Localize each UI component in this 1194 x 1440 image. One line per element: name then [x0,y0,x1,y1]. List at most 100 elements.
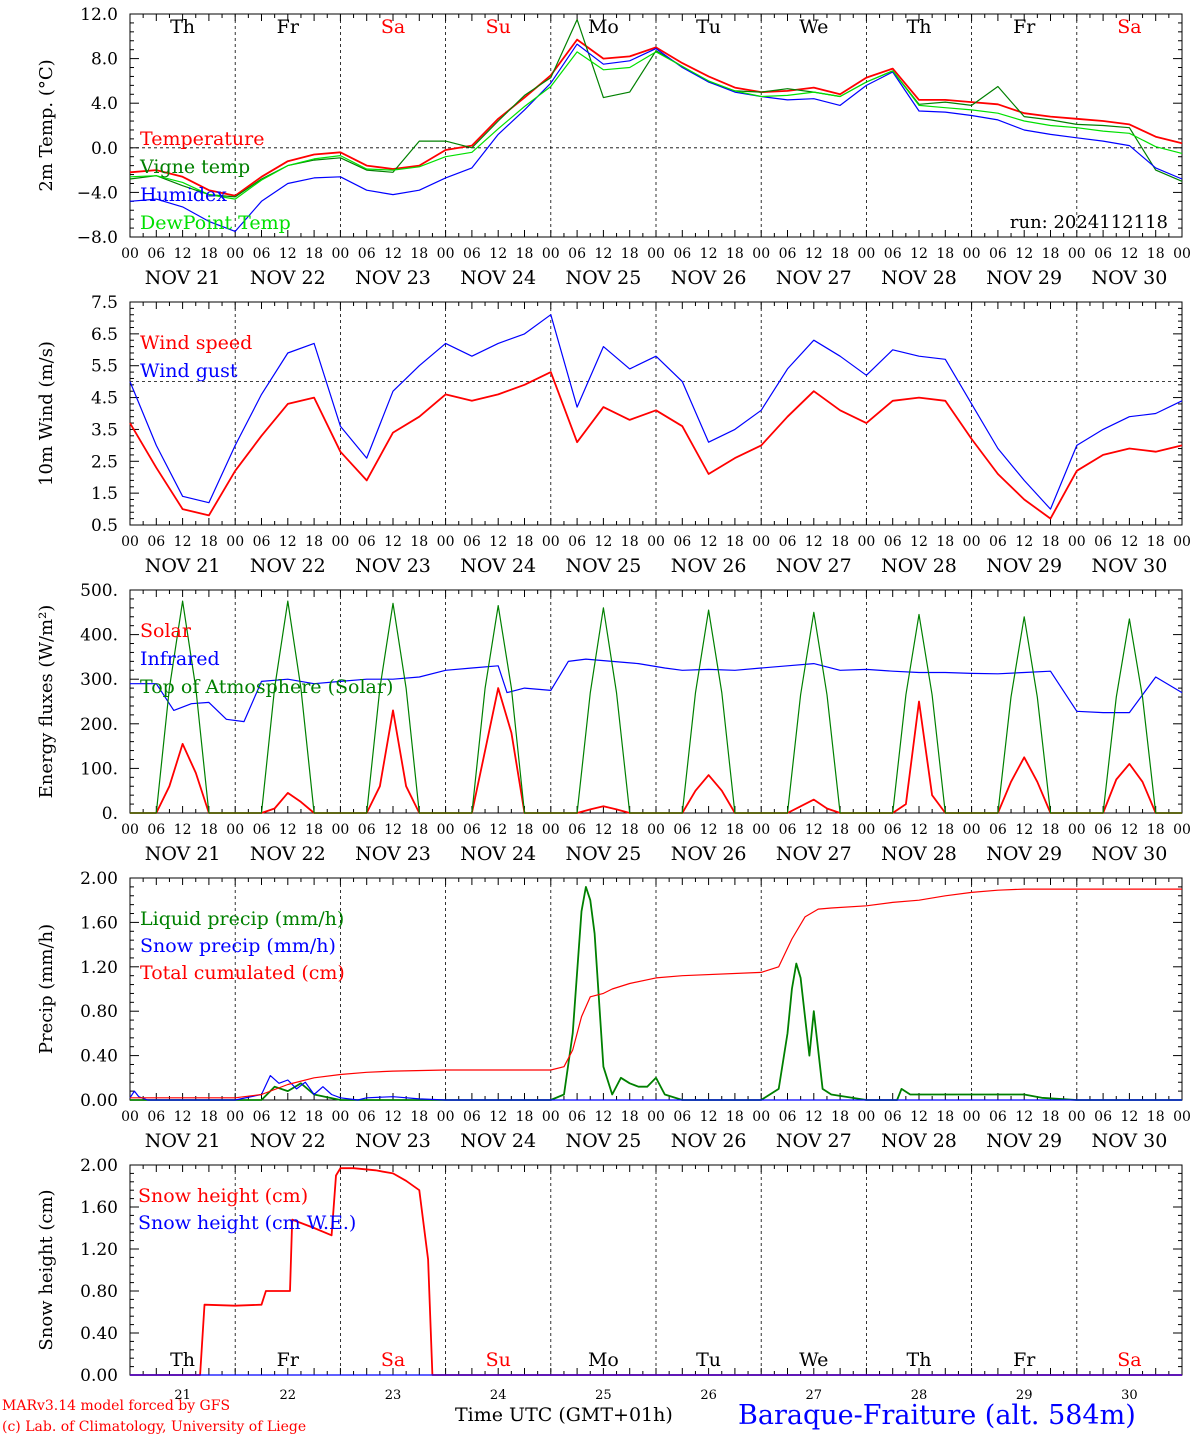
hour-tick-label: 00 [121,1109,139,1125]
y-tick-label: 2.00 [80,1156,118,1176]
date-label: NOV 24 [460,1130,536,1152]
legend-entry: Liquid precip (mm/h) [140,908,344,930]
y-tick-label: 1.60 [80,1198,118,1218]
hour-tick-label: 00 [857,534,875,550]
hour-tick-label: 18 [410,822,428,838]
hour-tick-label: 00 [1068,534,1086,550]
y-tick-label: 4.5 [91,389,118,409]
y-tick-label: 0. [102,804,118,824]
hour-tick-label: 18 [621,246,639,262]
date-label: NOV 28 [881,1130,957,1152]
hour-tick-label: 18 [516,822,534,838]
hour-tick-label: 18 [200,822,218,838]
day-name: Su [486,1349,511,1371]
hour-tick-label: 18 [726,534,744,550]
day-name: Mo [588,16,619,38]
y-tick-label: 1.20 [80,958,118,978]
hour-tick-label: 18 [200,1109,218,1125]
y-tick-label: 0.80 [80,1282,118,1302]
series-line-1 [129,38,1183,197]
y-tick-label: 300. [80,670,118,690]
hour-tick-label: 12 [594,822,612,838]
hour-tick-label: 12 [174,822,192,838]
day-name: Fr [277,1349,300,1371]
date-label: NOV 29 [986,1130,1062,1152]
hour-tick-label: 12 [489,246,507,262]
series-line-4 [129,51,1183,200]
hour-tick-label: 00 [963,1109,981,1125]
legend-entry: Solar [140,620,192,642]
hour-tick-label: 18 [831,534,849,550]
hour-tick-label: 18 [516,1109,534,1125]
hour-tick-label: 06 [463,246,481,262]
hour-tick-label: 06 [358,822,376,838]
date-label: NOV 23 [355,267,431,289]
day-number: 28 [911,1388,928,1403]
date-label: NOV 24 [460,555,536,577]
date-label: NOV 29 [986,267,1062,289]
hour-tick-label: 00 [857,1109,875,1125]
hour-tick-label: 06 [884,246,902,262]
hour-tick-label: 06 [1094,1109,1112,1125]
day-number: 24 [490,1388,507,1403]
y-tick-label: 6.5 [91,325,118,345]
hour-tick-label: 12 [174,534,192,550]
hour-tick-label: 06 [568,822,586,838]
hour-tick-label: 06 [989,246,1007,262]
hour-tick-label: 18 [936,246,954,262]
hour-tick-label: 12 [594,534,612,550]
day-number: 27 [806,1388,823,1403]
y-tick-label: 0.80 [80,1002,118,1022]
y-tick-label: 500. [80,581,118,601]
hour-tick-label: 12 [1120,534,1138,550]
hour-tick-label: 12 [489,822,507,838]
hour-tick-label: 06 [147,822,165,838]
hour-tick-label: 12 [1120,246,1138,262]
hour-tick-label: 18 [305,1109,323,1125]
date-label: NOV 28 [881,843,957,865]
hour-tick-label: 00 [963,246,981,262]
day-number: 21 [174,1388,191,1403]
hour-tick-label: 00 [331,822,349,838]
y-axis-title: 10m Wind (m/s) [36,341,57,486]
hour-tick-label: 00 [1068,246,1086,262]
hour-tick-label: 18 [1147,534,1165,550]
hour-tick-label: 12 [594,246,612,262]
y-tick-label: 1.60 [80,913,118,933]
date-label: NOV 22 [250,843,326,865]
hour-tick-label: 18 [410,246,428,262]
date-label: NOV 30 [1091,555,1167,577]
date-label: NOV 24 [460,843,536,865]
hour-tick-label: 18 [621,1109,639,1125]
hour-tick-label: 12 [700,246,718,262]
hour-tick-label: 06 [147,1109,165,1125]
hour-tick-label: 00 [857,246,875,262]
hour-tick-label: 00 [1068,822,1086,838]
day-name: Mo [588,1349,619,1371]
hour-tick-label: 00 [331,534,349,550]
hour-tick-label: 18 [1147,246,1165,262]
series-line-1 [129,371,1183,520]
hour-tick-label: 12 [279,246,297,262]
hour-tick-label: 00 [752,1109,770,1125]
hour-tick-label: 06 [884,822,902,838]
station-title: Baraque-Fraiture (alt. 584m) [738,1400,1136,1431]
day-number: 26 [700,1388,717,1403]
hour-tick-label: 06 [147,246,165,262]
hour-tick-label: 06 [253,822,271,838]
hour-tick-label: 06 [568,1109,586,1125]
hour-tick-label: 18 [1042,1109,1060,1125]
hour-tick-label: 12 [594,1109,612,1125]
hour-tick-label: 12 [1015,1109,1033,1125]
date-label: NOV 26 [671,843,747,865]
plot-frame [129,301,1183,526]
hour-tick-label: 00 [752,534,770,550]
hour-tick-label: 12 [279,534,297,550]
hour-tick-label: 06 [989,534,1007,550]
date-label: NOV 22 [250,267,326,289]
day-name: Fr [1013,1349,1036,1371]
hour-tick-label: 06 [989,1109,1007,1125]
hour-tick-label: 18 [1147,1109,1165,1125]
hour-tick-label: 18 [831,1109,849,1125]
hour-tick-label: 18 [726,246,744,262]
